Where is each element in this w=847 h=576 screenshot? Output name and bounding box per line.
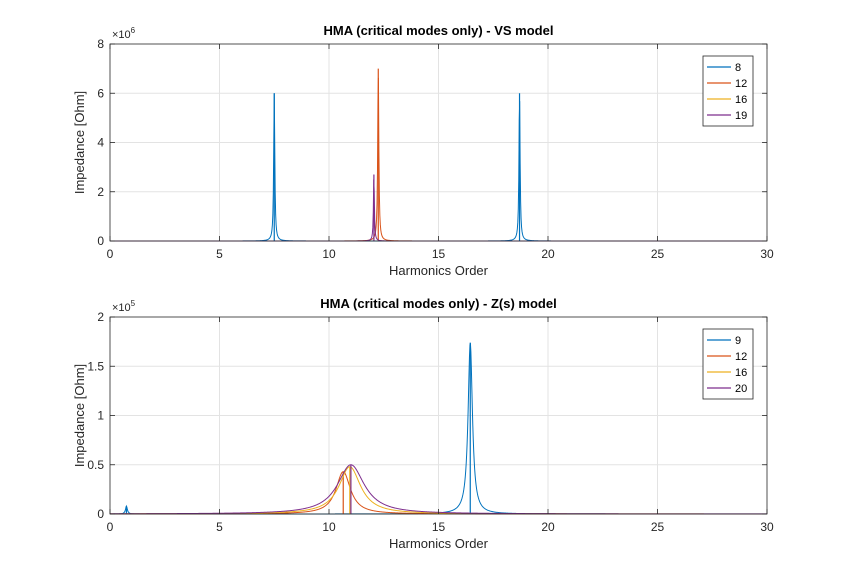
chart-title: HMA (critical modes only) - Z(s) model: [320, 296, 556, 311]
legend: 8 12 16 19: [702, 55, 754, 127]
x-axis-label: Harmonics Order: [389, 536, 489, 551]
legend-entry-12: 12: [735, 78, 747, 90]
x-tick-label: 10: [322, 520, 336, 534]
y-exponent-power: 6: [131, 26, 136, 35]
legend-box: [702, 328, 754, 400]
y-axis-label: Impedance [Ohm]: [72, 91, 87, 194]
x-tick-label: 5: [216, 247, 223, 261]
x-tick-label: 20: [541, 247, 555, 261]
grid: [110, 317, 767, 514]
x-tick-label: 10: [322, 247, 336, 261]
legend-entry-9: 9: [735, 335, 741, 347]
y-tick-label: 0: [97, 507, 104, 521]
chart-title: HMA (critical modes only) - VS model: [324, 23, 554, 38]
x-tick-label: 15: [432, 520, 446, 534]
y-exponent-label: ×106: [112, 26, 136, 41]
y-tick-label: 0.5: [87, 458, 104, 472]
legend-entry-16: 16: [735, 367, 747, 379]
y-tick-label: 1.5: [87, 359, 104, 373]
y-tick-label: 1: [97, 409, 104, 423]
x-tick-label: 0: [107, 520, 114, 534]
y-tick-label: 6: [97, 86, 104, 100]
x-axis-label: Harmonics Order: [389, 263, 489, 278]
x-tick-label: 25: [651, 520, 665, 534]
x-tick-label: 25: [651, 247, 665, 261]
y-exponent-label: ×105: [112, 299, 136, 314]
legend-entry-16: 16: [735, 94, 747, 106]
y-tick-label: 0: [97, 234, 104, 248]
x-tick-label: 30: [760, 247, 774, 261]
legend-entry-20: 20: [735, 383, 747, 395]
legend: 9 12 16 20: [702, 328, 754, 400]
x-tick-label: 15: [432, 247, 446, 261]
legend-entry-12: 12: [735, 351, 747, 363]
y-tick-label: 2: [97, 185, 104, 199]
y-axis-label: Impedance [Ohm]: [72, 364, 87, 467]
x-tick-label: 5: [216, 520, 223, 534]
x-tick-label: 30: [760, 520, 774, 534]
y-tick-label: 2: [97, 310, 104, 324]
y-exponent-base: ×10: [112, 29, 131, 41]
x-tick-label: 20: [541, 520, 555, 534]
x-tick-label: 0: [107, 247, 114, 261]
y-tick-label: 4: [97, 136, 104, 150]
legend-box: [702, 55, 754, 127]
legend-entry-8: 8: [735, 62, 741, 74]
y-exponent-power: 5: [131, 299, 136, 308]
y-tick-label: 8: [97, 37, 104, 51]
grid: [110, 44, 767, 241]
legend-entry-19: 19: [735, 110, 747, 122]
y-exponent-base: ×10: [112, 302, 131, 314]
